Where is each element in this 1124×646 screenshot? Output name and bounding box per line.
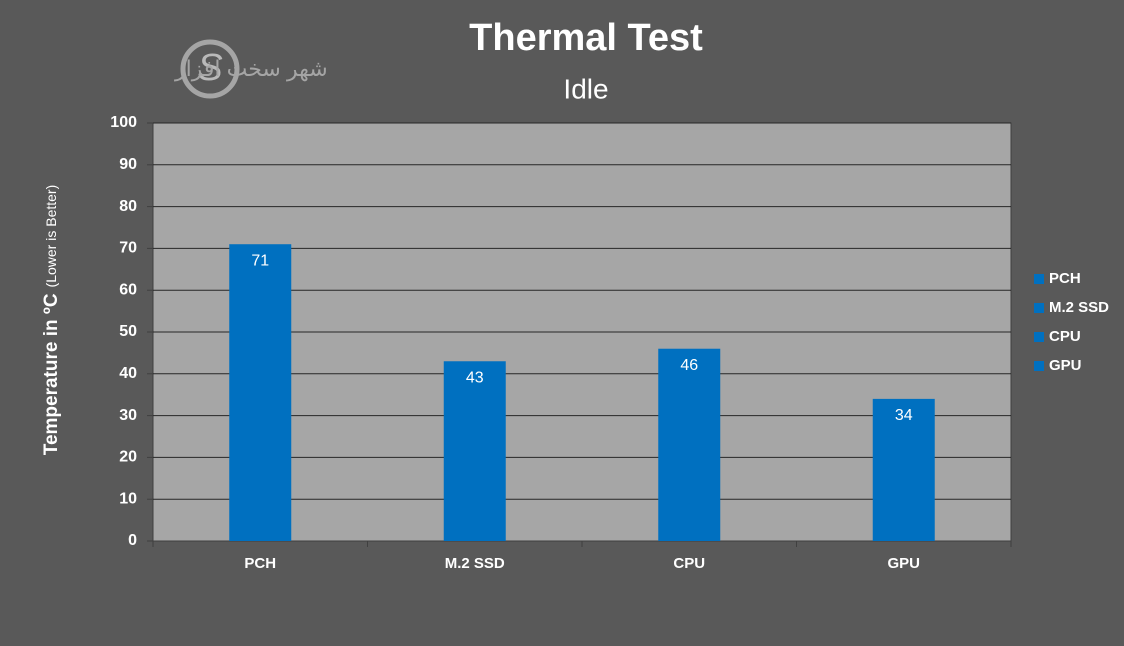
x-tick-label: M.2 SSD [445, 555, 505, 572]
value-label: 43 [466, 369, 484, 386]
y-tick-label: 10 [119, 490, 137, 507]
value-label: 34 [895, 407, 913, 424]
y-tick-label: 60 [119, 281, 137, 298]
logo-circle [180, 39, 240, 99]
y-tick-label: 20 [119, 449, 137, 466]
logo-text: شهر سخت افزار [174, 56, 328, 81]
y-axis-label: Temperature in ºC [41, 293, 62, 455]
legend-label: GPU [1049, 357, 1082, 374]
logo-letter: S [197, 47, 222, 89]
y-tick-label: 70 [119, 240, 137, 257]
legend-swatch [1034, 303, 1044, 313]
bar [658, 348, 721, 541]
legend-label: PCH [1049, 270, 1081, 287]
x-tick-label: GPU [887, 555, 920, 572]
y-tick-label: 100 [110, 114, 137, 131]
y-tick-label: 90 [119, 156, 137, 173]
x-tick-label: CPU [673, 555, 705, 572]
chart-subtitle: Idle [563, 73, 608, 104]
legend-swatch [1034, 361, 1044, 371]
legend-swatch [1034, 274, 1044, 284]
y-tick-label: 40 [119, 365, 137, 382]
legend-label: M.2 SSD [1049, 299, 1109, 316]
bar [229, 244, 292, 541]
y-tick-label: 50 [119, 323, 137, 340]
y-axis-note: (Lower is Better) [43, 185, 59, 288]
bar [443, 361, 506, 541]
y-axis-title: Temperature in ºC (Lower is Better) [41, 185, 62, 456]
chart-title: Thermal Test [469, 17, 703, 59]
bar [872, 398, 935, 541]
y-tick-label: 30 [119, 407, 137, 424]
logo: S شهر سخت افزار [174, 39, 328, 99]
legend-swatch [1034, 332, 1044, 342]
x-tick-label: PCH [244, 555, 276, 572]
value-label: 71 [251, 252, 269, 269]
value-label: 46 [680, 357, 698, 374]
y-tick-label: 0 [128, 532, 137, 549]
y-tick-label: 80 [119, 198, 137, 215]
legend-label: CPU [1049, 328, 1081, 345]
